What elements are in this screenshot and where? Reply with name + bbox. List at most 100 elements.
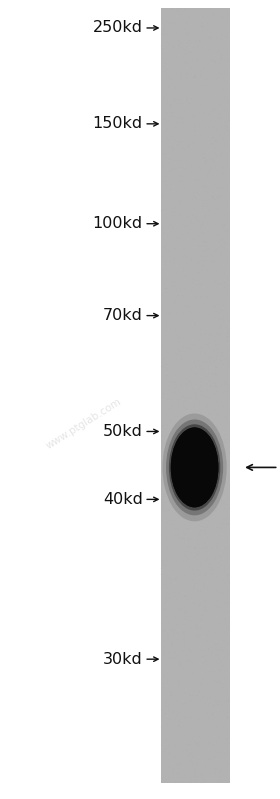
Point [165,674,170,687]
Point [175,236,180,248]
Point [199,731,204,744]
Point [204,569,208,582]
Point [212,205,216,217]
Point [185,22,189,35]
Point [190,646,194,658]
Point [179,746,184,759]
Point [180,469,185,482]
Point [207,471,212,484]
Point [220,233,224,245]
Point [160,51,165,64]
Point [178,581,183,594]
Point [214,745,219,758]
Point [192,622,196,634]
Point [202,363,206,376]
Point [194,492,199,505]
Point [197,136,202,149]
Point [178,174,183,187]
Point [168,721,172,733]
Point [215,201,220,214]
Point [225,105,230,117]
Point [195,626,199,639]
Point [210,424,214,437]
Point [205,60,209,73]
Point [219,450,223,463]
Point [170,179,174,192]
Point [171,355,175,368]
Point [185,254,190,267]
Point [185,286,190,299]
Point [198,10,202,23]
Point [162,351,166,364]
Point [214,763,218,776]
Point [209,113,214,126]
Point [205,416,209,429]
Point [195,548,200,561]
Point [207,753,211,765]
Point [193,465,198,478]
Point [202,638,207,650]
Point [188,46,193,58]
Point [221,141,226,153]
Point [201,418,206,431]
Point [199,218,204,231]
Point [187,594,192,606]
Point [206,461,210,474]
Point [179,709,184,721]
Point [210,510,214,523]
Point [179,287,184,300]
Point [206,614,211,626]
Point [179,78,184,91]
Point [202,148,206,161]
Point [160,710,164,722]
Point [212,300,216,313]
Point [182,721,187,734]
Point [212,578,216,590]
Point [204,279,208,292]
Point [217,46,221,58]
Point [211,600,216,613]
Point [217,731,221,744]
Point [208,143,213,156]
Point [224,769,228,782]
Point [178,587,182,600]
Point [202,522,207,535]
Point [221,560,225,573]
Point [217,677,221,690]
Point [203,594,207,607]
Point [188,135,193,148]
Point [162,434,167,447]
Point [207,761,212,773]
Point [199,684,203,697]
Point [209,78,213,91]
Point [213,593,218,606]
Point [200,372,204,385]
Point [173,461,177,474]
Point [190,96,195,109]
Point [162,8,167,21]
Point [204,328,208,340]
Point [183,308,187,321]
Point [208,220,213,233]
Point [196,757,200,770]
Point [172,264,176,276]
Point [174,360,179,372]
Point [212,355,217,368]
Point [174,655,178,668]
Point [188,644,193,657]
Point [171,765,176,777]
Point [223,62,228,74]
Point [173,678,178,690]
Point [196,42,201,55]
Point [220,517,225,530]
Point [207,340,211,353]
Point [169,72,173,85]
Point [224,597,228,610]
Point [222,220,227,233]
Point [206,156,210,169]
Point [224,622,228,635]
Point [208,650,212,662]
Point [179,658,183,671]
Point [167,762,172,775]
Point [164,371,168,384]
